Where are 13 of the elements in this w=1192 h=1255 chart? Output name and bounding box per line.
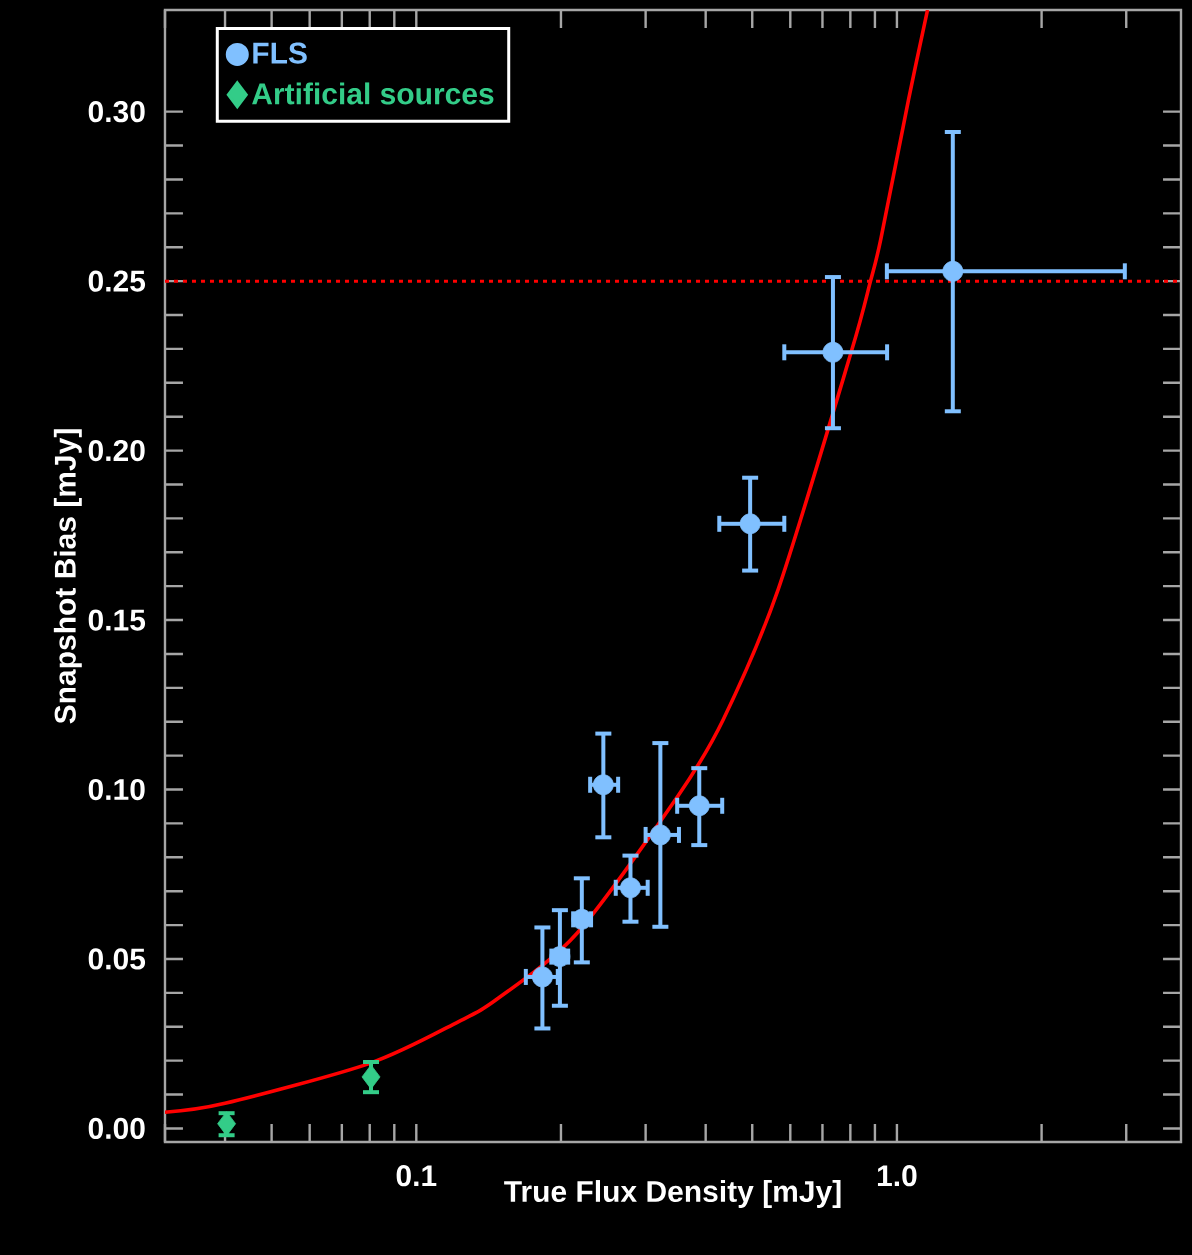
y-tick-label: 0.00 (88, 1117, 145, 1140)
y-axis-title: Snapshot Bias [mJy] (53, 429, 82, 724)
x-axis-title: True Flux Density [mJy] (504, 1180, 841, 1208)
legend-label: Artificial sources (252, 82, 494, 105)
y-tick-label: 0.05 (88, 948, 146, 970)
y-tick-label: 0.10 (88, 778, 145, 801)
y-tick-label: 0.20 (88, 439, 145, 462)
y-tick-label: 0.25 (88, 270, 146, 292)
legend-label: FLS (253, 42, 307, 64)
y-tick-label: 0.30 (88, 101, 145, 123)
x-tick-label: 0.1 (396, 1165, 437, 1187)
x-tick-label: 1.0 (877, 1165, 917, 1187)
y-tick-label: 0.15 (88, 609, 146, 631)
